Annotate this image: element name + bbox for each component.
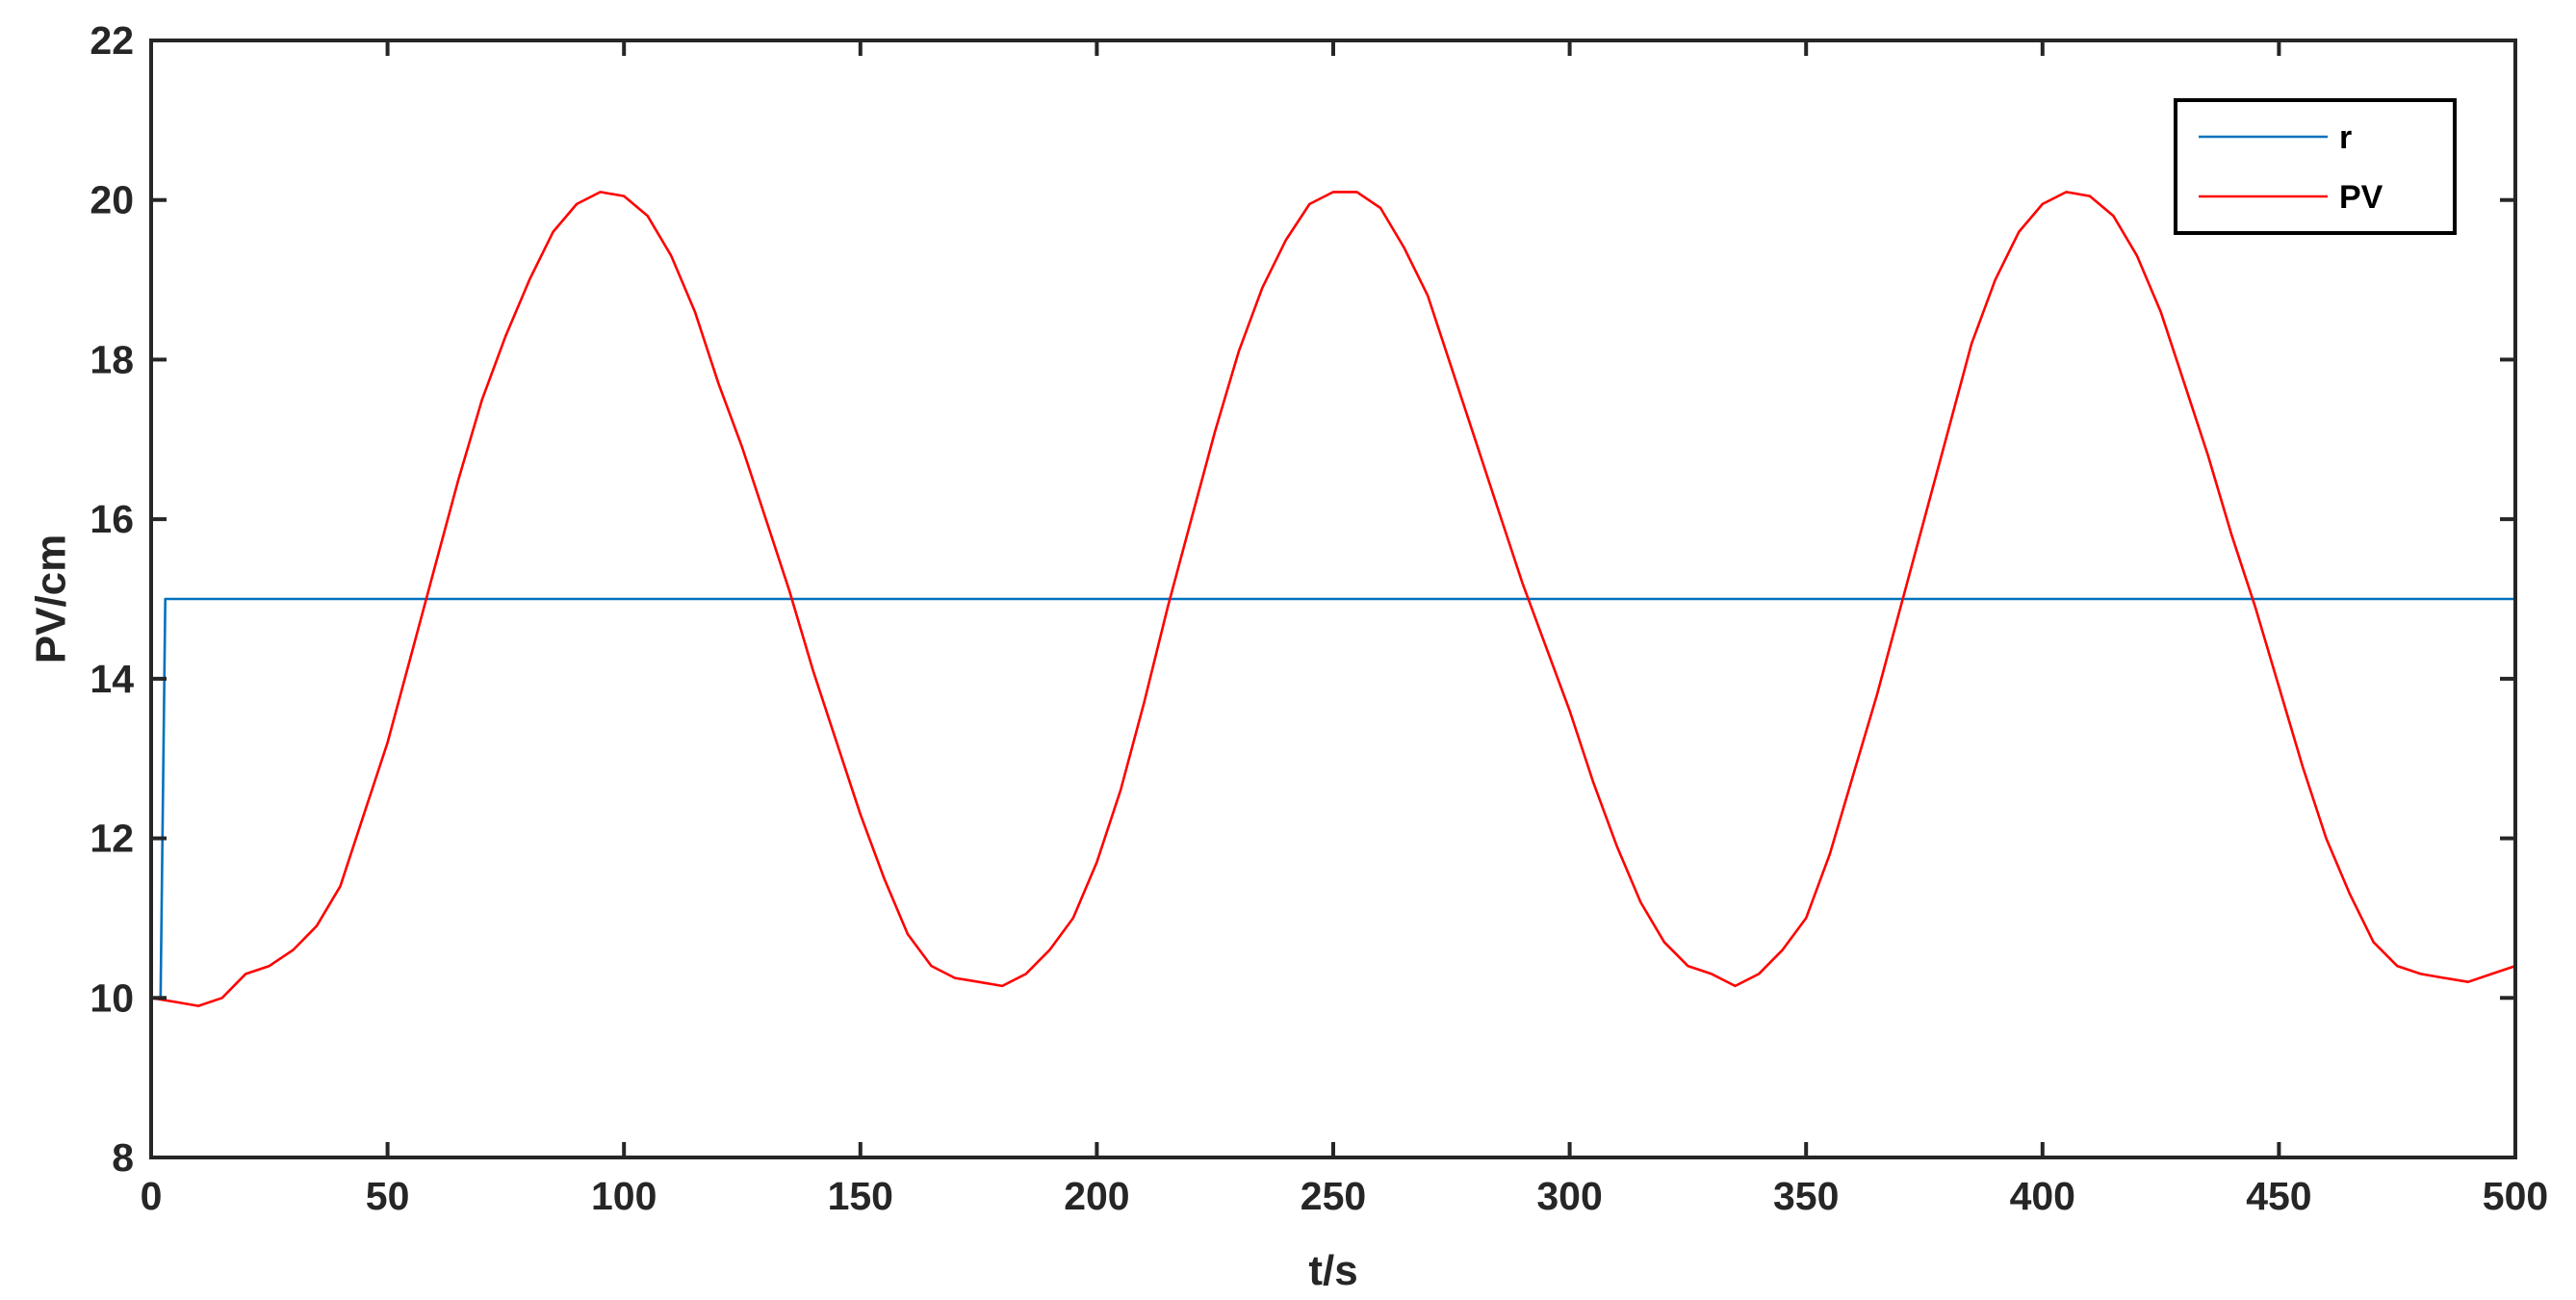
series-line-r: [151, 597, 2515, 1000]
x-tick-label: 100: [591, 1174, 657, 1218]
x-tick-label: 150: [828, 1174, 893, 1218]
x-tick-label: 500: [2483, 1174, 2548, 1218]
y-tick-label: 20: [90, 178, 134, 222]
y-axis-title: PV/cm: [28, 534, 75, 664]
x-tick-label: 200: [1064, 1174, 1129, 1218]
legend-box: [2174, 98, 2457, 235]
x-tick-label: 350: [1773, 1174, 1839, 1218]
series-layer: [151, 191, 2515, 1007]
y-tick-label: 16: [90, 497, 134, 541]
x-axis-title: t/s: [1308, 1247, 1357, 1294]
y-tick-label: 8: [112, 1135, 134, 1180]
y-tick-label: 22: [90, 18, 134, 63]
x-tick-label: 300: [1536, 1174, 1602, 1218]
x-tick-label: 450: [2246, 1174, 2311, 1218]
y-tick-label: 18: [90, 337, 134, 381]
x-tick-label: 400: [2010, 1174, 2075, 1218]
y-tick-label: 10: [90, 975, 134, 1020]
legend: r PV: [2174, 98, 2457, 235]
y-tick-label: 12: [90, 817, 134, 861]
x-tick-label: 50: [366, 1174, 410, 1218]
series-line-pv: [151, 191, 2515, 1007]
y-tick-label: 14: [90, 657, 134, 701]
legend-label-r: r: [2339, 119, 2352, 156]
x-tick-label: 250: [1301, 1174, 1366, 1218]
legend-label-pv: PV: [2339, 179, 2383, 216]
tick-labels-layer: 0 50 100 150 200 250 300 350 400 450 500 8 10 12 14 16 1…: [90, 18, 2548, 1218]
x-tick-label: 0: [141, 1174, 163, 1218]
ticks-layer: [149, 39, 2517, 1159]
